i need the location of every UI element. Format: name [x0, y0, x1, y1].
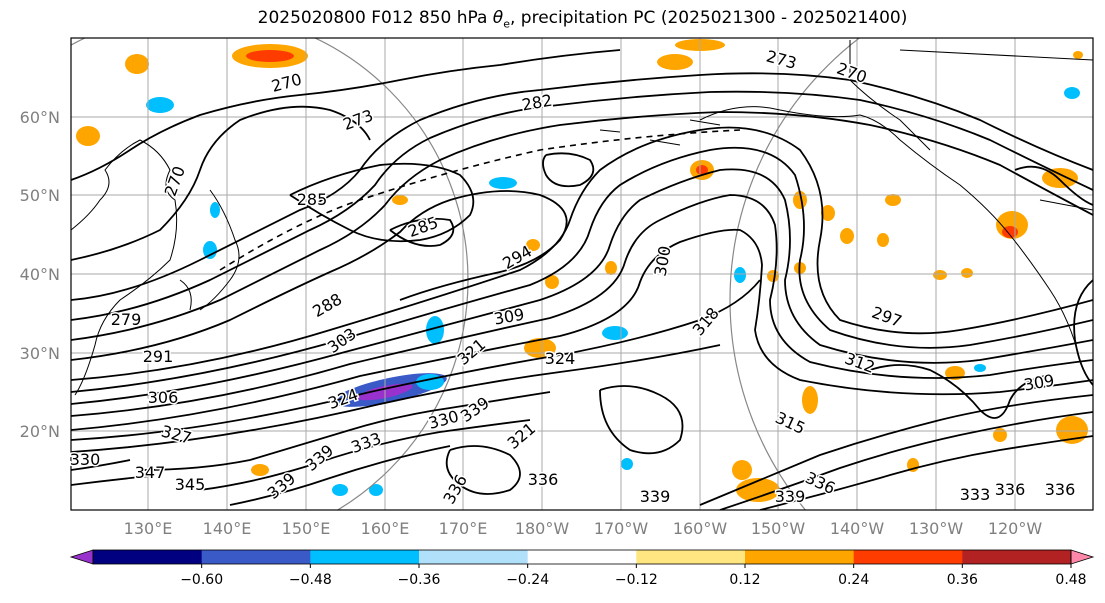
- lat-label: 40°N: [20, 265, 60, 284]
- lat-label: 20°N: [20, 422, 60, 441]
- contour-label: 309: [492, 305, 525, 329]
- lon-label: 170°E: [439, 519, 488, 538]
- colorbar-segment: [527, 550, 637, 564]
- colorbar-extend-low: [69, 549, 94, 565]
- colorbar-segment: [93, 550, 203, 564]
- colorbar-frame: [92, 549, 1072, 565]
- contour-label: 324: [545, 349, 576, 368]
- contour-label: 285: [297, 190, 328, 209]
- contour-label: 300: [651, 244, 675, 277]
- lon-label: 150°W: [751, 519, 806, 538]
- lon-label: 130°E: [124, 519, 173, 538]
- lon-label: 130°W: [909, 519, 964, 538]
- contour-label: 339: [775, 487, 806, 506]
- colorbar-segment: [853, 550, 963, 564]
- colorbar-tick-label: −0.12: [615, 572, 658, 588]
- map-frame: [70, 37, 1094, 511]
- longitude-labels: 130°E 140°E 150°E 160°E 170°E 180°W 170°…: [124, 519, 1043, 538]
- map-title: 2025020800 F012 850 hPa θe, precipitatio…: [257, 8, 908, 31]
- colorbar-tick-label: 0.48: [1055, 572, 1086, 588]
- contour-label: 306: [148, 388, 179, 407]
- contour-label: 339: [640, 487, 671, 506]
- colorbar-segment: [310, 550, 420, 564]
- colorbar-tick-label: −0.36: [398, 572, 441, 588]
- coastlines: [71, 40, 1093, 396]
- colorbar-segment: [636, 550, 746, 564]
- lon-label: 140°E: [203, 519, 252, 538]
- colorbar-tick-label: −0.24: [506, 572, 549, 588]
- colorbar-tick-label: −0.48: [289, 572, 332, 588]
- contour-label: 333: [960, 485, 991, 504]
- colorbar-tick-label: 0.36: [947, 572, 978, 588]
- colorbar-extend-high: [1070, 549, 1095, 565]
- contour-label: 336: [1045, 480, 1076, 499]
- lon-label: 170°W: [594, 519, 649, 538]
- lon-label: 160°W: [673, 519, 728, 538]
- lon-label: 140°W: [830, 519, 885, 538]
- lon-label: 120°W: [988, 519, 1043, 538]
- lat-label: 50°N: [20, 186, 60, 205]
- colorbar-tick-label: 0.12: [729, 572, 760, 588]
- contour-label: 330: [70, 450, 101, 469]
- contour-label: 279: [111, 310, 142, 329]
- lon-label: 150°E: [282, 519, 331, 538]
- theta-e-contours: [71, 49, 1093, 510]
- colorbar-tick-label: 0.24: [838, 572, 869, 588]
- lon-label: 180°W: [515, 519, 570, 538]
- contour-label: 336: [528, 470, 559, 489]
- contour-label: 291: [143, 347, 174, 366]
- lat-label: 60°N: [20, 108, 60, 127]
- colorbar-segment: [419, 550, 529, 564]
- lon-label: 160°E: [361, 519, 410, 538]
- colorbar: −0.60 −0.48 −0.36 −0.24 −0.12 0.12 0.24 0.36 0.4…: [69, 549, 1095, 588]
- colorbar-tick-label: −0.60: [180, 572, 223, 588]
- lat-label: 30°N: [20, 344, 60, 363]
- colorbar-segment: [745, 550, 855, 564]
- contour-label: 336: [995, 480, 1026, 499]
- colorbar-segment: [962, 550, 1072, 564]
- latitude-labels: 60°N 50°N 40°N 30°N 20°N: [20, 108, 60, 441]
- dashed-contour: [219, 129, 741, 271]
- contour-label: 347: [135, 463, 166, 482]
- colorbar-segment: [201, 550, 311, 564]
- contour-label: 345: [175, 475, 206, 494]
